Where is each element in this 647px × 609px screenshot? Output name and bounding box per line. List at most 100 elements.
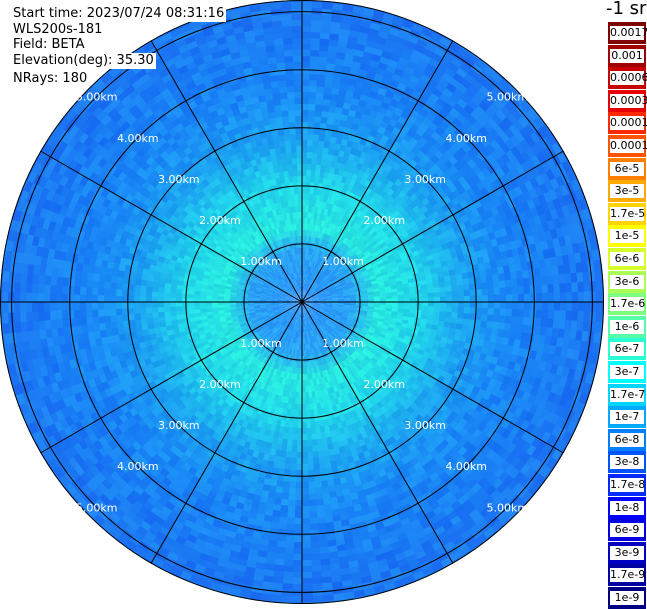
ppi-cell (313, 463, 320, 470)
ppi-cell (392, 295, 399, 299)
ppi-cell (305, 392, 309, 399)
ppi-cell (187, 306, 194, 311)
ppi-cell (440, 297, 447, 303)
ppi-cell (307, 446, 313, 453)
ppi-cell (464, 302, 471, 309)
ppi-cell (296, 139, 302, 146)
ppi-cell (157, 302, 164, 308)
ppi-cell (302, 163, 307, 170)
ppi-cell (452, 291, 459, 297)
ppi-cell (302, 440, 308, 447)
ppi-cell (199, 305, 206, 309)
ppi-cell (307, 458, 314, 465)
ppi-cell (292, 163, 298, 170)
ppi-cell (139, 296, 146, 302)
ppi-cell (163, 297, 170, 302)
ppi-cell (151, 307, 158, 313)
ppi-cell (306, 410, 311, 417)
ppi-cell (294, 193, 298, 200)
ppi-cell (305, 380, 309, 387)
ppi-cell (458, 290, 465, 297)
ppi-cell (169, 297, 176, 302)
ppi-cell (446, 296, 453, 302)
ppi-cell (297, 163, 302, 170)
ppi-cell (297, 157, 303, 164)
ppi-cell (302, 169, 307, 176)
ppi-cell (296, 446, 302, 453)
ppi-cell (306, 422, 311, 429)
ppi-cell (181, 306, 188, 311)
ppi-cell (302, 458, 308, 465)
ppi-cell (139, 302, 146, 308)
ppi-cell (139, 307, 146, 314)
ppi-cell (292, 157, 298, 164)
ppi-cell (293, 175, 298, 182)
ppi-cell (145, 296, 152, 302)
ppi-cell (151, 296, 158, 302)
ppi-cell (302, 446, 308, 453)
ppi-cell (416, 293, 423, 298)
ppi-cell (290, 139, 297, 146)
ppi-cell (306, 416, 311, 423)
ppi-cell (306, 428, 311, 435)
ppi-cell (434, 297, 441, 302)
ppi-cell (133, 296, 140, 303)
ppi-cell (169, 302, 176, 307)
ppi-cell (284, 134, 291, 141)
ppi-cell (386, 295, 393, 299)
ppi-cell (306, 434, 312, 441)
ppi-cell (434, 302, 441, 307)
ppi-cell (134, 313, 141, 320)
ppi-cell (163, 306, 170, 312)
ppi-cell (295, 211, 299, 218)
ppi-cell (297, 434, 302, 441)
ppi-cell (452, 296, 459, 302)
ppi-cell (291, 151, 297, 158)
ppi-cell (193, 305, 200, 309)
ppi-cell (293, 181, 298, 188)
ppi-cell (211, 305, 218, 309)
ppi-cell (302, 434, 307, 441)
ppi-cell (434, 292, 441, 298)
ppi-cell (307, 464, 314, 471)
ppi-cell (145, 302, 152, 308)
ppi-cell (398, 295, 405, 299)
ppi-cell (175, 306, 182, 311)
ppi-cell (145, 307, 152, 313)
ppi-cell (446, 291, 453, 297)
ppi-cell (428, 297, 435, 302)
ppi-cell (302, 452, 308, 459)
ppi-cell (458, 302, 465, 308)
ppi-cell (205, 305, 212, 309)
ppi-cell (428, 292, 435, 297)
ppi-cell (296, 458, 302, 465)
ppi-cell (296, 452, 302, 459)
ppi-cell (302, 464, 309, 471)
ppi-cell (297, 169, 302, 176)
ppi-cell (297, 440, 303, 447)
ppi-cell (290, 133, 297, 140)
ppi-cell (302, 157, 308, 164)
ppi-cell (296, 217, 300, 224)
ppi-cell (305, 398, 309, 405)
ppi-cell (297, 428, 302, 435)
ppi-cell (380, 296, 387, 300)
ppi-cell (295, 199, 299, 206)
ppi-cell (458, 296, 465, 302)
ppi-cell (305, 386, 309, 393)
ppi-cell (307, 452, 313, 459)
ppi-cell (302, 151, 308, 158)
ppi-cell (133, 307, 140, 314)
ppi-cell (302, 428, 307, 435)
ppi-cell (296, 133, 303, 140)
ppi-cell (169, 306, 176, 311)
ppi-cell (163, 302, 170, 307)
ppi-cell (302, 145, 308, 152)
ppi-cell (294, 187, 299, 194)
ppi-cell (157, 297, 164, 303)
ppi-cell (157, 307, 164, 313)
ppi-cell (295, 205, 299, 212)
ppi-cell (292, 169, 297, 176)
ppi-cell (302, 139, 308, 146)
ppi-cell (422, 293, 429, 298)
